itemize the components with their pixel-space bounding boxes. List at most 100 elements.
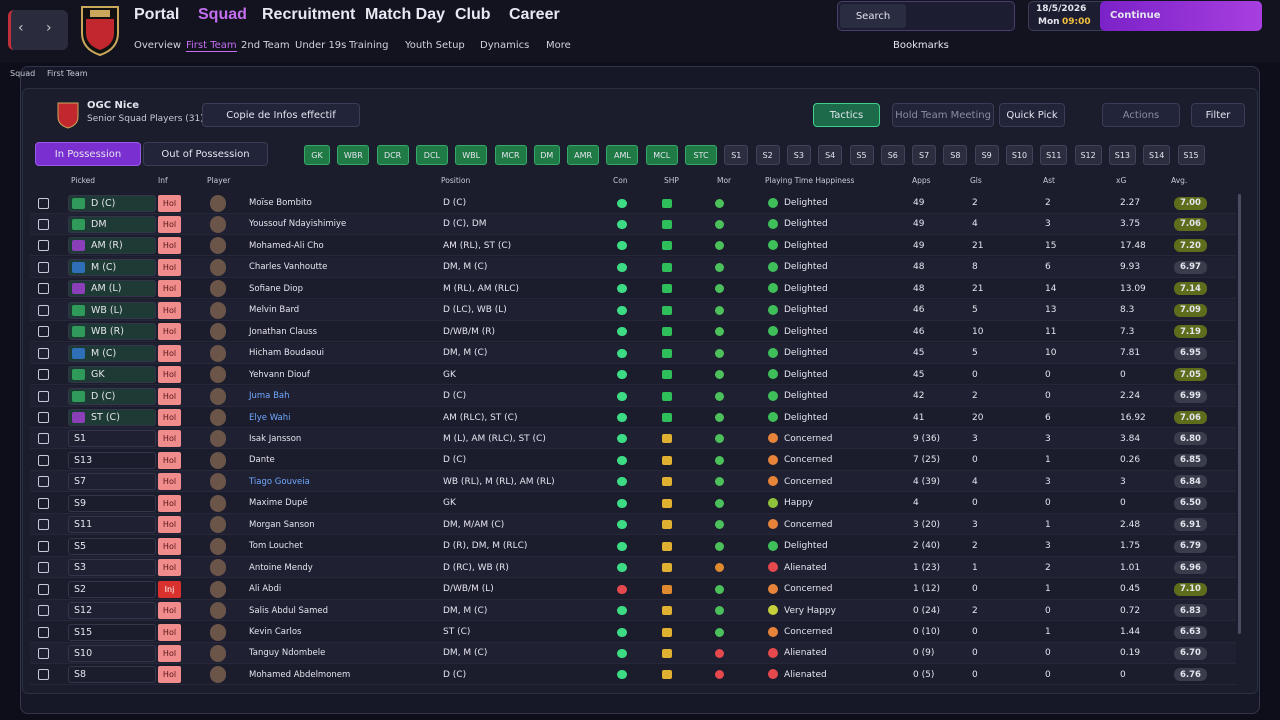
position-button[interactable]: S15 [1177,145,1205,165]
position-button[interactable]: S8 [943,145,968,165]
position-button[interactable]: S12 [1074,145,1102,165]
player-name[interactable]: Antoine Mendy [249,562,313,573]
column-header[interactable]: Avg. [1171,176,1188,185]
history-nav[interactable] [8,10,68,50]
player-row[interactable]: AM (L) Hol Sofiane Diop M (RL), AM (RLC) Del… [30,278,1236,300]
position-button[interactable]: S14 [1143,145,1171,165]
player-row[interactable]: M (C) Hol Charles Vanhoutte DM, M (C) Deligh… [30,256,1236,278]
column-header[interactable]: Picked [71,176,96,185]
picked-dropdown[interactable]: S15 [68,623,156,641]
checkbox[interactable] [38,562,49,574]
submenu-item[interactable]: 2nd Team [241,40,290,51]
picked-dropdown[interactable]: S7 [68,473,156,491]
position-button[interactable]: DCL [415,145,448,165]
column-header[interactable]: Inf [158,176,168,185]
checkbox[interactable] [38,304,49,316]
checkbox[interactable] [38,476,49,488]
picked-dropdown[interactable]: AM (L) [68,280,156,298]
search-button[interactable]: Search [840,4,906,28]
picked-dropdown[interactable]: GK [68,366,156,384]
player-row[interactable]: S15 Hol Kevin Carlos ST (C) Concerned 0 (10) 0… [30,621,1236,643]
picked-dropdown[interactable]: M (C) [68,344,156,362]
position-button[interactable]: STC [685,145,717,165]
submenu-item[interactable]: More [546,40,571,51]
position-button[interactable]: S1 [724,145,749,165]
checkbox[interactable] [38,519,49,531]
picked-dropdown[interactable]: D (C) [68,194,156,212]
player-row[interactable]: M (C) Hol Hicham Boudaoui DM, M (C) Delighte… [30,342,1236,364]
column-header[interactable]: Mor [717,176,732,185]
player-row[interactable]: S7 Hol Tiago Gouveia WB (RL), M (RL), AM (R… [30,471,1236,493]
position-button[interactable]: S5 [849,145,874,165]
checkbox[interactable] [38,218,49,230]
player-row[interactable]: S9 Hol Maxime Dupé GK Happy 4 0 0 0 6.50 [30,492,1236,514]
picked-dropdown[interactable]: S1 [68,430,156,448]
column-header[interactable]: xG [1116,176,1127,185]
menu-item[interactable]: Squad [198,6,247,23]
column-header[interactable]: Playing Time Happiness [765,176,855,185]
player-row[interactable]: S8 Hol Mohamed Abdelmonem D (C) Alienated 0 (… [30,664,1236,686]
menu-item[interactable]: Match Day [365,6,446,23]
position-button[interactable]: S3 [786,145,811,165]
player-name[interactable]: Salis Abdul Samed [249,605,329,616]
picked-dropdown[interactable]: S10 [68,644,156,662]
picked-dropdown[interactable]: WB (L) [68,301,156,319]
player-row[interactable]: WB (R) Hol Jonathan Clauss D/WB/M (R) Deligh… [30,321,1236,343]
menu-item[interactable]: Portal [134,6,180,23]
view-dropdown[interactable]: Copie de Infos effectif [202,103,360,127]
picked-dropdown[interactable]: WB (R) [68,323,156,341]
picked-dropdown[interactable]: S5 [68,537,156,555]
picked-dropdown[interactable]: S9 [68,494,156,512]
submenu-item[interactable]: Overview [134,40,182,51]
position-button[interactable]: AMR [567,145,600,165]
tab[interactable]: Out of Possession [143,142,268,166]
checkbox[interactable] [38,326,49,338]
player-name[interactable]: Melvin Bard [249,305,300,316]
checkbox[interactable] [38,583,49,595]
picked-dropdown[interactable]: S2 [68,580,156,598]
header-button[interactable]: Actions [1102,103,1180,127]
checkbox[interactable] [38,454,49,466]
player-name[interactable]: Tom Louchet [249,541,303,552]
breadcrumb[interactable]: Squad [10,69,36,78]
picked-dropdown[interactable]: AM (R) [68,237,156,255]
player-row[interactable]: AM (R) Hol Mohamed-Ali Cho AM (RL), ST (C) D… [30,235,1236,257]
checkbox[interactable] [38,240,49,252]
player-row[interactable]: D (C) Hol Juma Bah D (C) Delighted 42 2 0 2.24 6.… [30,385,1236,407]
player-name[interactable]: Tanguy Ndombele [249,648,326,659]
player-row[interactable]: D (C) Hol Moïse Bombito D (C) Delighted 49 2 2 2… [30,192,1236,214]
player-row[interactable]: S12 Hol Salis Abdul Samed DM, M (C) Very Hap… [30,600,1236,622]
submenu-item[interactable]: Training [349,40,389,51]
menu-item[interactable]: Career [509,6,560,23]
picked-dropdown[interactable]: S3 [68,559,156,577]
position-button[interactable]: AML [606,145,639,165]
column-header[interactable]: Con [613,176,628,185]
scrollbar[interactable] [1238,194,1241,634]
checkbox[interactable] [38,605,49,617]
checkbox[interactable] [38,412,49,423]
checkbox[interactable] [38,197,49,209]
header-button[interactable]: Filter [1191,103,1245,127]
picked-dropdown[interactable]: S13 [68,451,156,469]
player-name[interactable]: Morgan Sanson [249,519,315,530]
position-button[interactable]: S10 [1006,145,1033,165]
player-name[interactable]: Hicham Boudaoui [249,348,324,359]
column-header[interactable]: Apps [912,176,931,185]
player-name[interactable]: Yehvann Diouf [249,369,310,380]
player-name[interactable]: Dante [249,455,275,466]
submenu-item[interactable]: Under 19s [295,40,347,51]
back-arrow[interactable]: ‹ [18,20,24,36]
position-button[interactable]: S11 [1040,145,1068,165]
player-name[interactable]: Maxime Dupé [249,498,308,509]
player-row[interactable]: ST (C) Hol Elye Wahi AM (RLC), ST (C) Deligh… [30,407,1236,428]
player-name[interactable]: Sofiane Diop [249,283,303,294]
menu-item[interactable]: Club [455,6,491,23]
picked-dropdown[interactable]: S8 [68,666,156,684]
picked-dropdown[interactable]: ST (C) [68,409,156,426]
checkbox[interactable] [38,283,49,295]
submenu-item[interactable]: First Team [186,40,237,52]
checkbox[interactable] [38,347,49,359]
checkbox[interactable] [38,540,49,552]
checkbox[interactable] [38,369,49,381]
player-name[interactable]: Juma Bah [249,391,290,402]
